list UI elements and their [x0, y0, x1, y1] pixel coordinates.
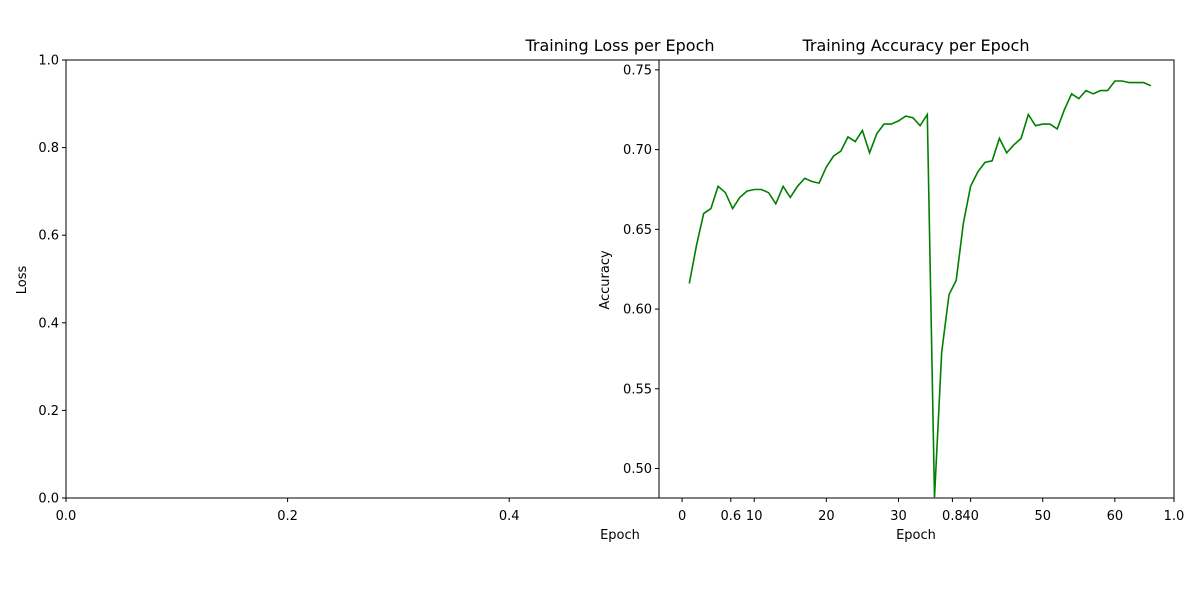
loss-x-tick-label: 1.0: [1164, 509, 1185, 524]
accuracy-x-tick-label: 30: [890, 509, 907, 524]
loss-y-tick-label: 0.6: [38, 229, 59, 244]
accuracy-plot-background: [659, 60, 1174, 498]
loss-subplot: Training Loss per Epoch 0.0 0.2 0.4 0.6 0.8 1…: [15, 36, 1184, 543]
loss-x-tick-label: 0.2: [277, 509, 298, 524]
accuracy-x-tick-label: 20: [818, 509, 835, 524]
accuracy-y-tick-label: 0.50: [623, 462, 652, 477]
accuracy-x-tick-label: 50: [1034, 509, 1051, 524]
loss-y-tick-label: 0.8: [38, 141, 59, 156]
accuracy-x-tick-label: 0: [678, 509, 686, 524]
accuracy-y-tick-label: 0.65: [623, 223, 652, 238]
accuracy-subplot: Training Accuracy per Epoch 0.500.550.60…: [598, 36, 1175, 543]
accuracy-x-tick-label: 40: [962, 509, 979, 524]
accuracy-y-tick-label: 0.70: [623, 143, 652, 158]
accuracy-x-axis-label: Epoch: [896, 528, 936, 543]
accuracy-plot-frame: [658, 59, 1175, 499]
loss-y-tick-label: 0.0: [38, 492, 59, 507]
accuracy-series-line: [688, 80, 1152, 498]
loss-y-tick-label: 1.0: [38, 54, 59, 69]
loss-x-tick-label: 0.0: [56, 509, 77, 524]
accuracy-x-ticks: 0 10 20 30 40 50 60: [678, 498, 1123, 524]
loss-x-ticks: 0.0 0.2 0.4 0.6 0.8 1.0: [56, 498, 1185, 524]
accuracy-x-tick-label: 10: [746, 509, 763, 524]
loss-x-tick-label: 0.6: [720, 509, 741, 524]
loss-y-tick-label: 0.4: [38, 316, 59, 331]
loss-x-tick-label: 0.8: [942, 509, 963, 524]
loss-title: Training Loss per Epoch: [524, 36, 714, 55]
accuracy-title: Training Accuracy per Epoch: [801, 36, 1029, 55]
accuracy-y-tick-label: 0.55: [623, 382, 652, 397]
loss-y-ticks: 0.0 0.2 0.4 0.6 0.8 1.0: [38, 54, 66, 507]
loss-x-axis-label: Epoch: [600, 528, 640, 543]
accuracy-y-tick-label: 0.75: [623, 63, 652, 78]
loss-x-tick-label: 0.4: [499, 509, 520, 524]
loss-y-tick-label: 0.2: [38, 404, 59, 419]
accuracy-y-tick-label: 0.60: [623, 303, 652, 318]
accuracy-x-tick-label: 60: [1107, 509, 1124, 524]
accuracy-y-axis-label: Accuracy: [598, 250, 613, 310]
accuracy-y-ticks: 0.50 0.55 0.60 0.65 0.70 0.75: [623, 63, 659, 477]
loss-y-axis-label: Loss: [15, 266, 30, 295]
